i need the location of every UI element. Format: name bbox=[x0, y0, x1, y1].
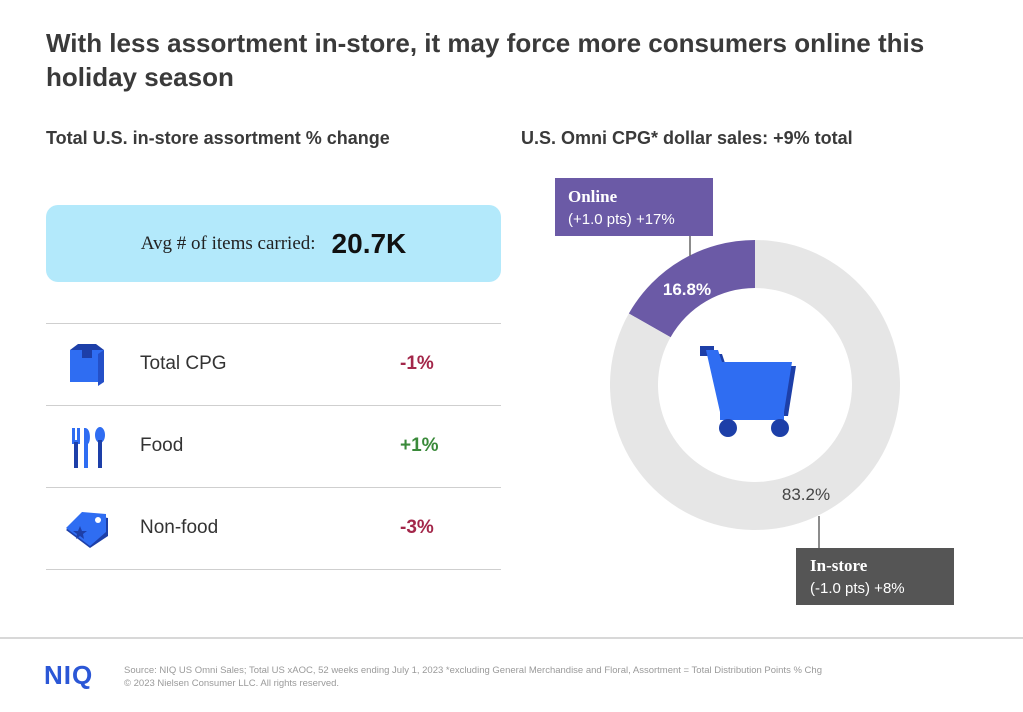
page-title: With less assortment in-store, it may fo… bbox=[46, 28, 925, 92]
tag-icon bbox=[66, 512, 108, 548]
table-row-non-food: Non-food -3% bbox=[46, 487, 501, 570]
row-label: Non-food bbox=[140, 517, 219, 538]
instore-callout-title: In-store bbox=[810, 556, 868, 575]
source-note: Source: NIQ US Omni Sales; Total US xAOC… bbox=[124, 664, 1004, 690]
copyright-line: © 2023 Nielsen Consumer LLC. All rights … bbox=[124, 678, 340, 689]
row-value: -3% bbox=[400, 517, 434, 538]
shopping-cart-icon bbox=[700, 346, 796, 437]
utensils-icon bbox=[72, 427, 105, 468]
donut-slice-in-store bbox=[610, 240, 900, 530]
donut-slice-online bbox=[628, 240, 755, 338]
row-label: Total CPG bbox=[140, 353, 227, 374]
avg-items-value: 20.7K bbox=[331, 227, 407, 259]
instore-callout: In-store (-1.0 pts) +8% bbox=[796, 548, 954, 605]
table-row-food: Food +1% bbox=[46, 405, 501, 487]
footer-divider bbox=[0, 637, 1023, 639]
avg-items-box: Avg # of items carried: 20.7K bbox=[46, 205, 501, 282]
row-value: -1% bbox=[400, 353, 434, 374]
niq-logo: NIQ bbox=[44, 660, 94, 690]
instore-callout-note: (-1.0 pts) +8% bbox=[810, 580, 905, 597]
assortment-table: Total CPG -1% Food +1% Non-food -3% bbox=[46, 323, 501, 570]
row-label: Food bbox=[140, 435, 184, 456]
online-callout: Online (+1.0 pts) +17% bbox=[555, 178, 713, 236]
omni-sales-donut-chart: 16.8% 83.2% Online (+1.0 pts) +17% In-st… bbox=[555, 178, 954, 605]
assortment-heading: Total U.S. in-store assortment % change bbox=[46, 128, 390, 148]
source-line: Source: NIQ US Omni Sales; Total US xAOC… bbox=[124, 665, 822, 676]
table-row-total-cpg: Total CPG -1% bbox=[46, 323, 501, 405]
avg-items-label: Avg # of items carried: bbox=[140, 232, 316, 254]
online-callout-title: Online bbox=[568, 187, 618, 206]
omni-sales-heading: U.S. Omni CPG* dollar sales: +9% total bbox=[521, 128, 853, 148]
box-icon bbox=[70, 344, 104, 386]
slice-label-instore: 83.2% bbox=[782, 485, 830, 504]
row-value: +1% bbox=[400, 435, 439, 456]
slice-label-online: 16.8% bbox=[663, 280, 711, 299]
online-callout-note: (+1.0 pts) +17% bbox=[568, 211, 675, 228]
